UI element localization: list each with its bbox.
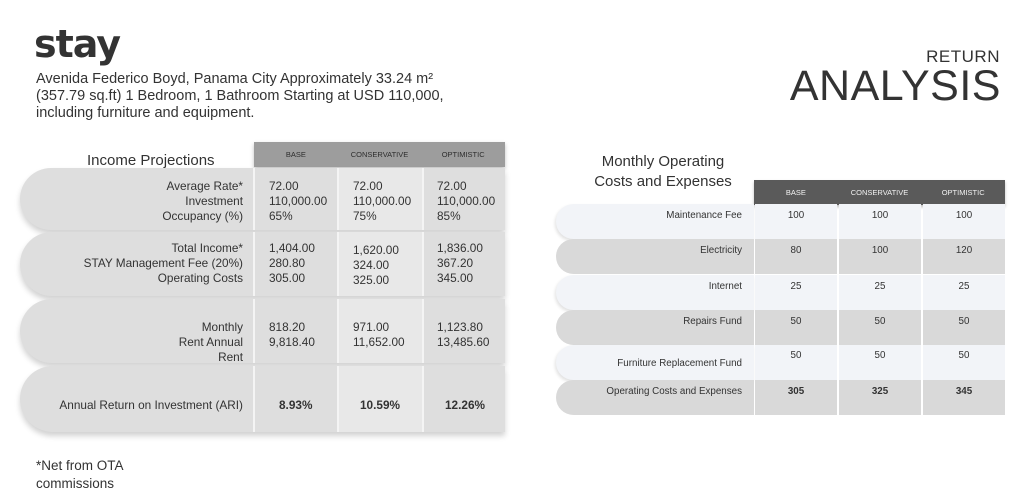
heading-return: RETURN [926,47,1000,66]
cost-row-maintenance: Maintenance Fee 100 100 100 [556,204,1005,239]
cost-label: Electricity [700,245,742,256]
cost-conservative: 50 [874,350,886,361]
income-table-header: BASE CONSERVATIVE OPTIMISTIC [254,142,505,167]
cost-optimistic: 120 [955,245,973,256]
stay-logo: stay [34,22,121,66]
income-block-totals: Total Income* STAY Management Fee (20%) Op… [20,232,505,296]
income-col-optimistic: OPTIMISTIC [441,150,485,159]
income-base-rates: 72.00 110,000.00 65% [269,179,328,223]
cost-optimistic: 50 [958,316,970,327]
income-block-rent: Monthly Rent Annual Rent 818.20 9,818.40 97… [20,299,505,364]
cost-row-repairs: Repairs Fund 50 50 50 [556,310,1005,345]
income-base-totals: 1,404.00 280.80 305.00 [269,241,315,285]
ari-label: Annual Return on Investment (ARI) [59,398,243,412]
income-labels-rates: Average Rate* Investment Occupancy (%) [162,179,243,223]
cost-base: 305 [787,386,805,397]
cost-conservative: 50 [874,316,886,327]
cost-conservative: 100 [871,245,889,256]
cost-label: Furniture Replacement Fund [617,358,742,369]
income-col-conservative: CONSERVATIVE [350,150,409,159]
costs-table-header: BASE CONSERVATIVE OPTIMISTIC [754,180,1005,205]
income-conservative-totals: 1,620.00 324.00 325.00 [353,243,399,287]
cost-optimistic: 345 [955,386,973,397]
cost-base: 80 [790,245,802,256]
cost-conservative: 100 [871,210,889,221]
income-conservative-rent: 971.00 11,652.00 [353,320,405,349]
cost-optimistic: 100 [955,210,973,221]
ari-optimistic: 12.26% [445,398,486,412]
cost-optimistic: 25 [958,281,970,292]
income-optimistic-rates: 72.00 110,000.00 85% [437,179,496,223]
cost-base: 100 [787,210,805,221]
cost-base: 50 [790,350,802,361]
cost-label: Operating Costs and Expenses [606,386,742,397]
income-block-rates: Average Rate* Investment Occupancy (%) 7… [20,168,505,230]
costs-col-base: BASE [785,188,806,197]
income-labels-rent: Monthly Rent Annual Rent [178,320,243,364]
cost-conservative: 25 [874,281,886,292]
cost-label: Repairs Fund [683,316,742,327]
ota-footnote: *Net from OTA commissions [36,458,124,491]
income-optimistic-rent: 1,123.80 13,485.60 [437,320,490,349]
cost-optimistic: 50 [958,350,970,361]
cost-base: 50 [790,316,802,327]
cost-row-internet: Internet 25 25 25 [556,275,1005,310]
cost-conservative: 325 [871,386,889,397]
cost-base: 25 [790,281,802,292]
cost-row-electricity: Electricity 80 100 120 [556,239,1005,274]
income-base-rent: 818.20 9,818.40 [269,320,315,349]
income-conservative-rates: 72.00 110,000.00 75% [353,179,412,223]
ari-base: 8.93% [279,398,313,412]
property-description: Avenida Federico Boyd, Panama City Appro… [36,71,444,121]
income-labels-totals: Total Income* STAY Management Fee (20%) Op… [83,241,243,285]
income-col-base: BASE [285,150,306,159]
cost-label: Internet [708,281,742,292]
income-block-ari: Annual Return on Investment (ARI) 8.93% … [20,366,505,432]
heading-analysis: ANALYSIS [789,62,1001,110]
income-projections-title: Income Projections [87,152,215,169]
income-optimistic-totals: 1,836.00 367.20 345.00 [437,241,483,285]
cost-label: Maintenance Fee [666,210,742,221]
ari-conservative: 10.59% [360,398,401,412]
costs-col-optimistic: OPTIMISTIC [941,188,985,197]
cost-row-total: Operating Costs and Expenses 305 325 345 [556,380,1005,415]
cost-row-furniture: Furniture Replacement Fund 50 50 50 [556,345,1005,380]
operating-costs-title: Monthly Operating Costs and Expenses [594,153,732,190]
costs-col-conservative: CONSERVATIVE [850,188,909,197]
